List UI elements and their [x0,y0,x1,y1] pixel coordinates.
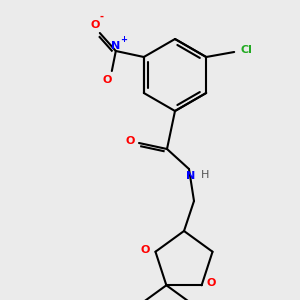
Text: N: N [111,41,120,51]
Text: O: O [141,245,150,255]
Text: -: - [100,12,104,22]
Text: H: H [201,170,209,180]
Text: N: N [186,171,196,181]
Text: Cl: Cl [240,45,252,55]
Text: +: + [120,34,127,43]
Text: O: O [90,20,100,30]
Text: O: O [102,75,112,85]
Text: O: O [207,278,216,288]
Text: O: O [125,136,135,146]
